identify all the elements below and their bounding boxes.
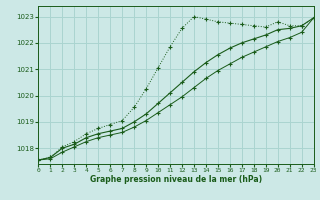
X-axis label: Graphe pression niveau de la mer (hPa): Graphe pression niveau de la mer (hPa) bbox=[90, 175, 262, 184]
